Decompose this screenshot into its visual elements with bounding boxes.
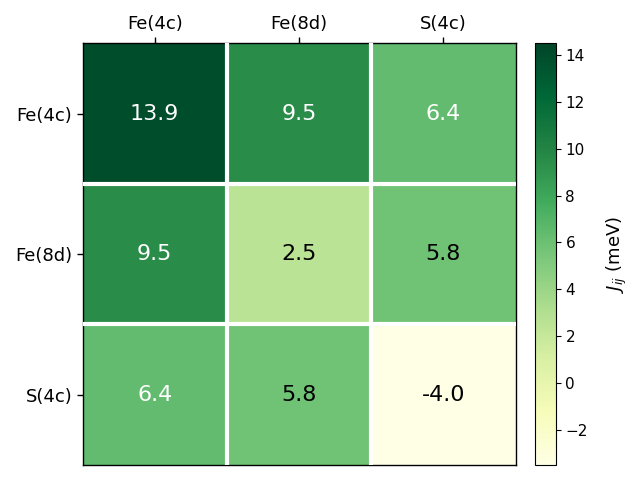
Text: 5.8: 5.8 <box>426 244 461 264</box>
Text: 2.5: 2.5 <box>282 244 317 264</box>
Y-axis label: $J_{ij}$ (meV): $J_{ij}$ (meV) <box>604 216 628 293</box>
Text: -4.0: -4.0 <box>422 385 465 405</box>
Text: 13.9: 13.9 <box>130 104 179 124</box>
Text: 5.8: 5.8 <box>282 385 317 405</box>
Text: 6.4: 6.4 <box>137 385 172 405</box>
Text: 9.5: 9.5 <box>137 244 172 264</box>
Text: 9.5: 9.5 <box>282 104 317 124</box>
Text: 6.4: 6.4 <box>426 104 461 124</box>
